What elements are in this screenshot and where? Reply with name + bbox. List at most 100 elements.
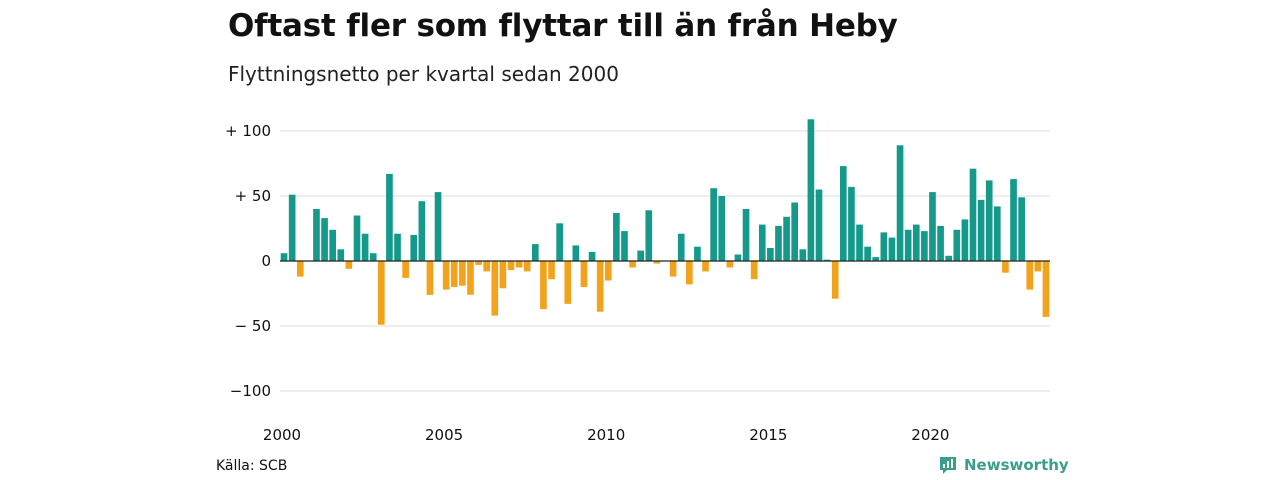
y-tick-label: + 100 [225,122,271,140]
bar [1034,261,1042,272]
bar [669,261,677,277]
bar [353,215,361,261]
bar [969,168,977,261]
bar [442,261,450,290]
bar [572,245,580,261]
bar [434,192,442,261]
bar [1018,197,1025,261]
bar [734,254,742,261]
bar [726,261,734,268]
bar [499,261,507,289]
x-tick-label: 2000 [263,426,301,444]
bar [426,261,434,295]
bar [758,224,766,261]
bar [702,261,709,272]
bar [912,224,920,261]
bar [280,253,288,261]
bar [775,225,782,261]
source-note: Källa: SCB [216,458,288,474]
bar [685,261,693,285]
x-tick-label: 2005 [425,426,463,444]
bar [993,206,1001,261]
bar [653,261,661,264]
x-tick-label: 2015 [749,426,787,444]
bar [1010,179,1017,261]
bar [977,199,985,261]
bars [280,119,1050,325]
bar [377,261,385,325]
y-axis-ticks: + 100 + 50 0 − 50 −100 [225,122,271,400]
bar [345,261,353,269]
bar [710,188,717,261]
bar [677,233,685,261]
x-axis-ticks: 2000 2005 2010 2015 2020 [263,426,950,444]
bar [896,145,904,261]
bar [548,261,555,280]
bar [880,232,888,261]
y-tick-label: −100 [230,382,271,400]
bar [361,233,369,261]
bar [483,261,491,272]
bar [507,261,515,271]
bar [523,261,531,272]
bar [953,229,961,261]
bar [1002,261,1009,273]
bar [985,180,993,261]
bar [515,261,523,268]
bar [621,231,628,261]
bar [718,196,726,261]
bar [580,261,588,287]
bar [831,261,839,299]
bar [848,186,855,261]
bar [596,261,604,312]
bar [540,261,547,310]
newsworthy-logo-icon [940,457,956,474]
bar [313,209,320,261]
bar [807,119,815,261]
chart-title: Oftast fler som flyttar till än från Heb… [228,8,898,44]
x-tick-label: 2010 [587,426,625,444]
bar [694,246,701,261]
bar [329,229,337,261]
bar [864,246,871,261]
bar [637,250,645,261]
bar [418,201,426,261]
bar [459,261,466,286]
bar [467,261,474,295]
bar [288,194,296,261]
bar [937,225,944,261]
bar [904,229,912,261]
bar [888,237,896,261]
bar [961,219,969,261]
x-tick-label: 2020 [911,426,949,444]
bar [604,261,612,281]
bar [588,251,596,261]
gridlines [280,130,1050,392]
bar [872,257,880,261]
chart-subtitle: Flyttningsnetto per kvartal sedan 2000 [228,62,619,86]
bar [856,224,863,261]
bar [1042,261,1050,317]
bar [337,249,345,261]
bar [839,166,847,261]
bar [321,218,328,261]
bar [645,210,653,261]
brand-logo: Newsworthy [938,455,1069,475]
bar [945,255,953,261]
bar [564,261,572,304]
bar [823,259,831,261]
bar [791,202,799,261]
bar [767,248,774,261]
y-tick-label: + 50 [235,187,271,205]
y-tick-label: − 50 [235,317,271,335]
bar [613,212,620,261]
bar [921,231,928,261]
bar [783,216,790,261]
bar [556,223,563,261]
bar [799,249,807,261]
bar [450,261,458,287]
bar [369,253,377,261]
bar [1026,261,1034,290]
bar [750,261,758,280]
